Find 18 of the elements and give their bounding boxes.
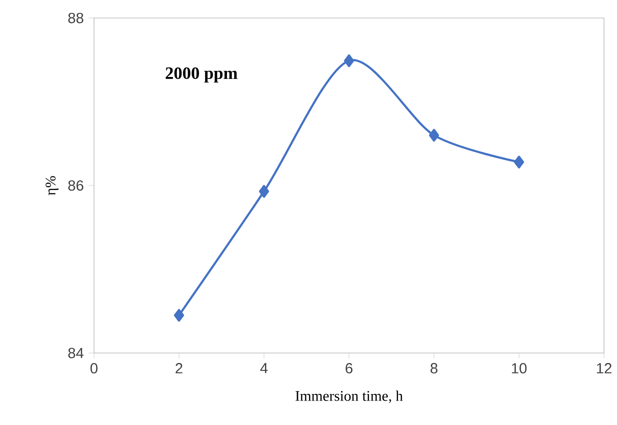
x-axis-title: Immersion time, h xyxy=(296,390,403,404)
y-tick-label: 86 xyxy=(68,180,84,191)
y-tick-label: 88 xyxy=(68,12,84,24)
point xyxy=(258,184,270,198)
annotation: 2000 ppm xyxy=(166,67,238,83)
x-tick-label: 4 xyxy=(260,363,268,374)
x-tick-label: 6 xyxy=(346,363,352,374)
x-tick-label: 0 xyxy=(90,363,98,374)
point xyxy=(428,128,440,142)
x-tick-label: 12 xyxy=(596,363,612,374)
x-tick-label: 10 xyxy=(512,363,527,374)
x-tick-label: 8 xyxy=(430,363,438,374)
y-axis-title: η% xyxy=(46,176,58,196)
y-tick-label: 84 xyxy=(68,348,84,358)
point xyxy=(514,156,524,168)
point xyxy=(344,54,354,68)
x-tick-label: 2 xyxy=(176,363,182,374)
point xyxy=(174,308,184,322)
